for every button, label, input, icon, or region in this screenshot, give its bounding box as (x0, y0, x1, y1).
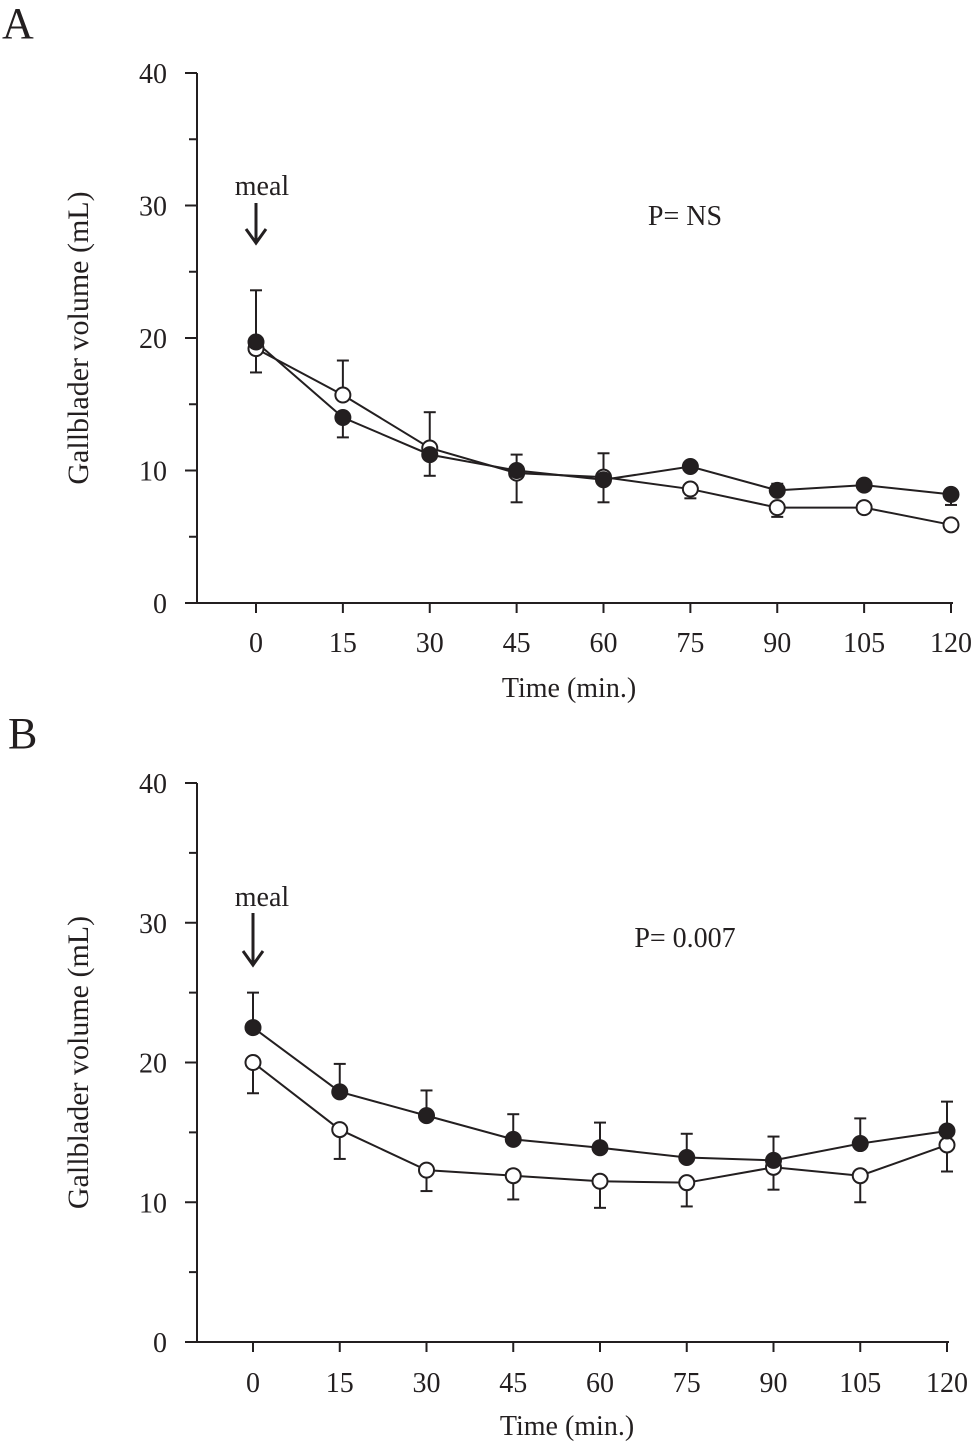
filled-data-point (244, 1019, 262, 1037)
filled-data-point (591, 1139, 609, 1157)
x-tick-label: 90 (763, 628, 791, 659)
panel-a: A 0 10 20 30 40 0 15 30 45 60 75 90 105 120 Time (min.)… (2, 0, 972, 704)
open-data-point (591, 1172, 609, 1190)
filled-data-point (508, 462, 526, 479)
filled-data-point (765, 1151, 782, 1169)
x-tick-label: 90 (760, 1368, 788, 1399)
y-tick-label: 40 (139, 769, 167, 800)
x-axis-label: Time (min.) (502, 673, 636, 704)
y-axis-label: Gallblader volume (mL) (62, 916, 95, 1209)
meal-annotation: meal (235, 882, 290, 913)
filled-data-point (418, 1107, 435, 1125)
open-data-point (334, 386, 352, 404)
x-tick-label: 120 (926, 1368, 968, 1399)
p-value-annotation: P= NS (648, 201, 722, 232)
filled-data-point (331, 1083, 349, 1101)
open-data-point (504, 1167, 522, 1185)
open-data-point (418, 1161, 435, 1179)
x-tick-label: 30 (416, 628, 444, 659)
open-data-point (768, 499, 786, 517)
y-axis-label: Gallblader volume (mL) (62, 191, 95, 484)
x-tick-label: 45 (503, 628, 531, 659)
x-tick-label: 60 (586, 1368, 614, 1399)
filled-data-point (421, 446, 439, 464)
x-tick-label: 45 (499, 1368, 527, 1399)
open-data-point (942, 516, 960, 534)
x-tick-label: 75 (676, 628, 704, 659)
filled-data-point (247, 333, 265, 351)
y-tick-label: 20 (139, 324, 167, 355)
meal-arrow-icon (241, 913, 265, 968)
filled-data-point (942, 485, 960, 503)
x-tick-label: 60 (590, 628, 618, 659)
y-tick-label: 30 (139, 192, 167, 223)
open-data-point (678, 1174, 696, 1192)
y-tick-label: 0 (153, 1328, 167, 1359)
y-tick-label: 0 (153, 589, 167, 620)
filled-data-point (938, 1122, 956, 1140)
filled-data-point (334, 409, 352, 426)
panel-b: B 0 10 20 30 40 0 15 30 45 60 75 90 105 120 Time (min.)… (8, 709, 968, 1442)
x-tick-label: 105 (843, 628, 885, 659)
open-data-point (855, 499, 873, 517)
y-tick-label: 30 (139, 909, 167, 940)
y-tick-label: 20 (139, 1049, 167, 1080)
x-tick-label: 105 (839, 1368, 881, 1399)
panel-label: B (8, 709, 37, 758)
open-data-point (244, 1054, 262, 1071)
filled-data-point (595, 471, 612, 489)
filled-data-point (768, 481, 786, 499)
x-tick-label: 0 (249, 628, 263, 659)
filled-data-point (851, 1135, 869, 1153)
filled-data-point (855, 476, 873, 494)
x-tick-label: 120 (930, 628, 972, 659)
meal-annotation: meal (235, 171, 290, 202)
y-tick-label: 40 (139, 59, 167, 90)
open-data-point (331, 1121, 349, 1139)
filled-data-point (504, 1130, 522, 1148)
open-data-point (851, 1167, 869, 1185)
y-tick-label: 10 (139, 1188, 167, 1219)
meal-arrow-icon (244, 203, 268, 246)
y-tick-label: 10 (139, 457, 167, 488)
x-tick-label: 75 (673, 1368, 701, 1399)
filled-data-point (678, 1149, 696, 1167)
x-tick-label: 30 (413, 1368, 441, 1399)
x-tick-label: 15 (329, 628, 357, 659)
filled-data-point (681, 458, 699, 476)
x-tick-label: 15 (326, 1368, 354, 1399)
p-value-annotation: P= 0.007 (634, 923, 735, 954)
open-data-point (681, 480, 699, 498)
open-data-point (938, 1136, 956, 1154)
x-axis-label: Time (min.) (500, 1411, 634, 1442)
panel-label: A (2, 0, 34, 48)
x-tick-label: 0 (246, 1368, 260, 1399)
